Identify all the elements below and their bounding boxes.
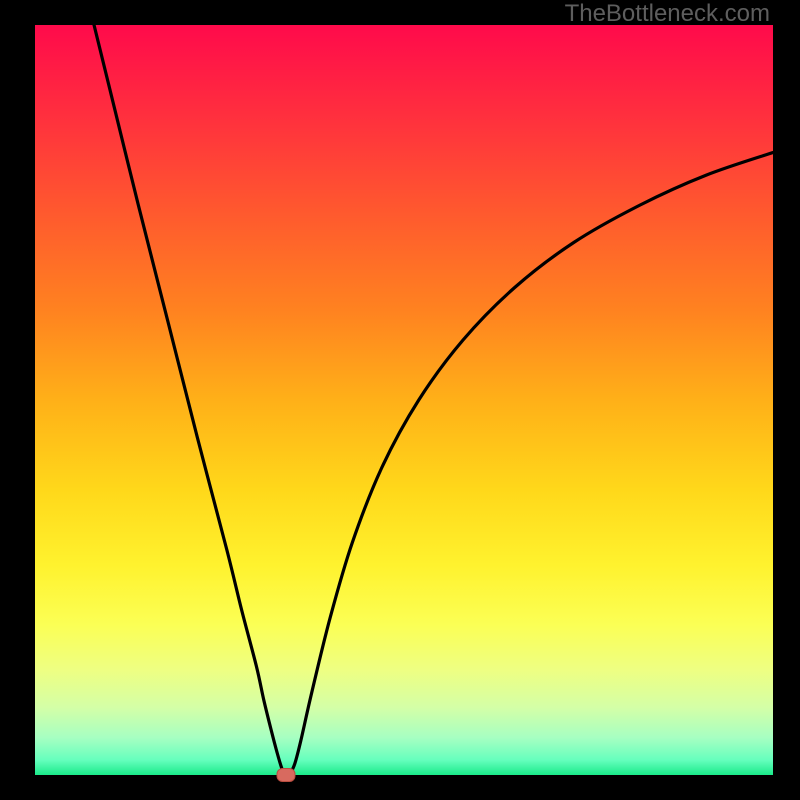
chart-frame: TheBottleneck.com [0,0,800,800]
curve-left-branch [94,25,284,775]
bottleneck-curve [0,0,800,800]
curve-right-branch [290,153,773,776]
min-bottleneck-marker [276,768,295,782]
